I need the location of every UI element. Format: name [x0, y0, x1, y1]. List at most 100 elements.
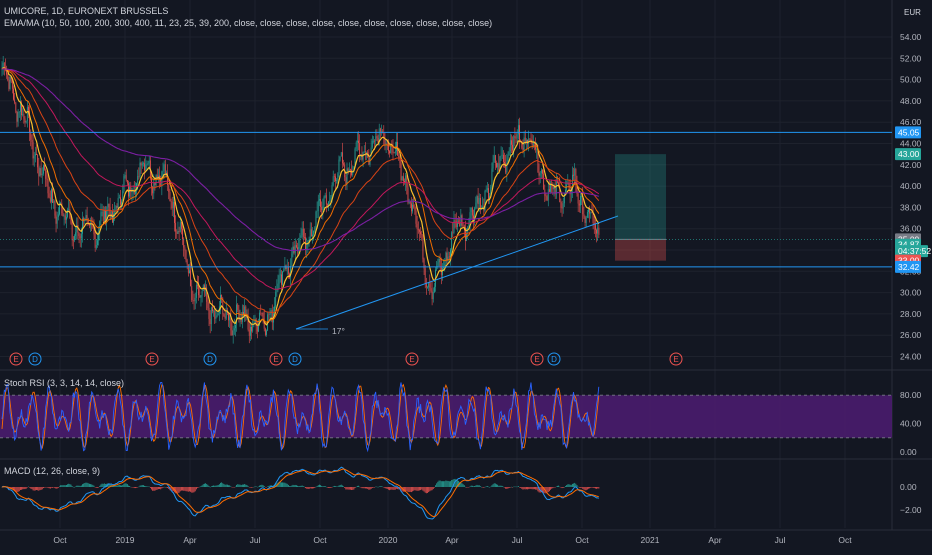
candle-body: [123, 176, 125, 191]
macd-hist-bar: [462, 484, 464, 487]
candle-body: [365, 151, 366, 153]
candle-body: [277, 283, 279, 289]
candle-body: [195, 284, 197, 298]
candle-body: [236, 304, 237, 325]
currency-label[interactable]: EUR: [904, 8, 921, 17]
macd-hist-bar: [132, 487, 134, 488]
candle-body: [179, 222, 181, 232]
candle-body: [517, 125, 519, 135]
candle-body: [461, 215, 463, 226]
macd-tick-label: 0.00: [900, 482, 917, 492]
candle-body: [490, 187, 492, 196]
macd-hist-bar: [386, 487, 388, 489]
candle-body: [337, 173, 339, 180]
macd-hist-bar: [141, 485, 143, 487]
macd-hist-bar: [356, 485, 358, 487]
macd-hist-bar: [545, 487, 547, 494]
candle-body: [547, 189, 549, 201]
macd-hist-bar: [140, 485, 142, 487]
candle-body: [281, 274, 282, 285]
candle-body: [350, 169, 351, 170]
macd-hist-bar: [225, 484, 227, 487]
macd-hist-bar: [64, 485, 66, 487]
candle-body: [290, 265, 292, 278]
candle-body: [509, 140, 511, 152]
macd-hist-bar: [336, 486, 338, 487]
macd-hist-bar: [151, 487, 152, 490]
macd-hist-bar: [368, 487, 370, 490]
macd-hist-bar: [459, 481, 461, 487]
macd-hist-bar: [128, 485, 129, 487]
candle-body: [300, 235, 302, 238]
event-marker-letter: E: [409, 355, 414, 364]
candle-body: [256, 326, 258, 332]
stoch-k-line: [1, 381, 600, 453]
candle-body: [237, 304, 239, 310]
macd-hist-bar: [575, 483, 577, 487]
price-tick-label: 30.00: [900, 288, 922, 298]
candle-body: [348, 169, 350, 172]
candle-body: [137, 176, 139, 184]
candle-body: [148, 160, 150, 164]
candle-body: [497, 163, 499, 168]
macd-hist-bar: [296, 485, 297, 487]
candle-body: [89, 223, 90, 226]
macd-hist-bar: [392, 487, 394, 490]
symbol-legend[interactable]: UMICORE, 1D, EURONEXT BRUSSELS: [4, 6, 169, 16]
event-marker: D: [203, 352, 217, 366]
macd-hist-bar: [66, 484, 67, 487]
price-tag-text: 32.42: [898, 262, 920, 272]
macd-hist-bar: [287, 484, 289, 487]
candle-body: [304, 237, 305, 238]
macd-hist-bar: [532, 487, 534, 490]
candle-body: [475, 202, 477, 209]
candle-body: [78, 233, 80, 237]
macd-hist-bar: [136, 487, 137, 488]
macd-hist-bar: [254, 486, 256, 487]
macd-hist-bar: [485, 486, 487, 487]
candle-body: [299, 237, 301, 248]
candle-body: [115, 206, 117, 212]
macd-hist-bar: [481, 486, 482, 488]
candle-body: [32, 142, 34, 159]
candle-body: [575, 168, 577, 185]
macd-hist-bar: [293, 485, 295, 487]
macd-hist-bar: [26, 487, 28, 488]
macd-hist-bar: [447, 480, 449, 487]
price-tick-label: 50.00: [900, 75, 922, 85]
candle-body: [588, 209, 589, 213]
candle-body: [8, 79, 10, 89]
candle-body: [585, 217, 587, 223]
macd-hist-bar: [184, 487, 186, 491]
candle-body: [437, 262, 439, 267]
candle-body: [431, 290, 433, 300]
candle-body: [581, 196, 582, 197]
indicator-legend[interactable]: EMA/MA (10, 50, 100, 200, 300, 400, 11, …: [4, 18, 493, 28]
stoch-rsi-label[interactable]: Stoch RSI (3, 3, 14, 14, close): [4, 378, 125, 388]
candle-body: [126, 180, 128, 184]
macd-hist-bar: [469, 486, 471, 487]
price-tick-label: 42.00: [900, 160, 922, 170]
candle-body: [335, 176, 336, 181]
macd-hist-bar: [117, 485, 119, 487]
macd-hist-bar: [210, 486, 212, 487]
macd-hist-bar: [563, 486, 565, 488]
macd-hist-bar: [478, 485, 480, 487]
event-marker: E: [530, 352, 544, 366]
macd-hist-bar: [10, 487, 12, 489]
ema-100-line: [1, 68, 600, 290]
macd-hist-bar: [202, 484, 204, 487]
candle-body: [375, 136, 377, 142]
candle-body: [130, 186, 132, 193]
macd-hist-bar: [432, 487, 434, 490]
candle-body: [429, 283, 431, 289]
macd-hist-bar: [348, 487, 350, 490]
candle-body: [384, 138, 386, 144]
candle-body: [407, 187, 409, 203]
macd-hist-bar: [474, 485, 476, 487]
candle-body: [560, 202, 562, 208]
macd-label[interactable]: MACD (12, 26, close, 9): [4, 466, 101, 476]
candle-body: [44, 165, 45, 170]
